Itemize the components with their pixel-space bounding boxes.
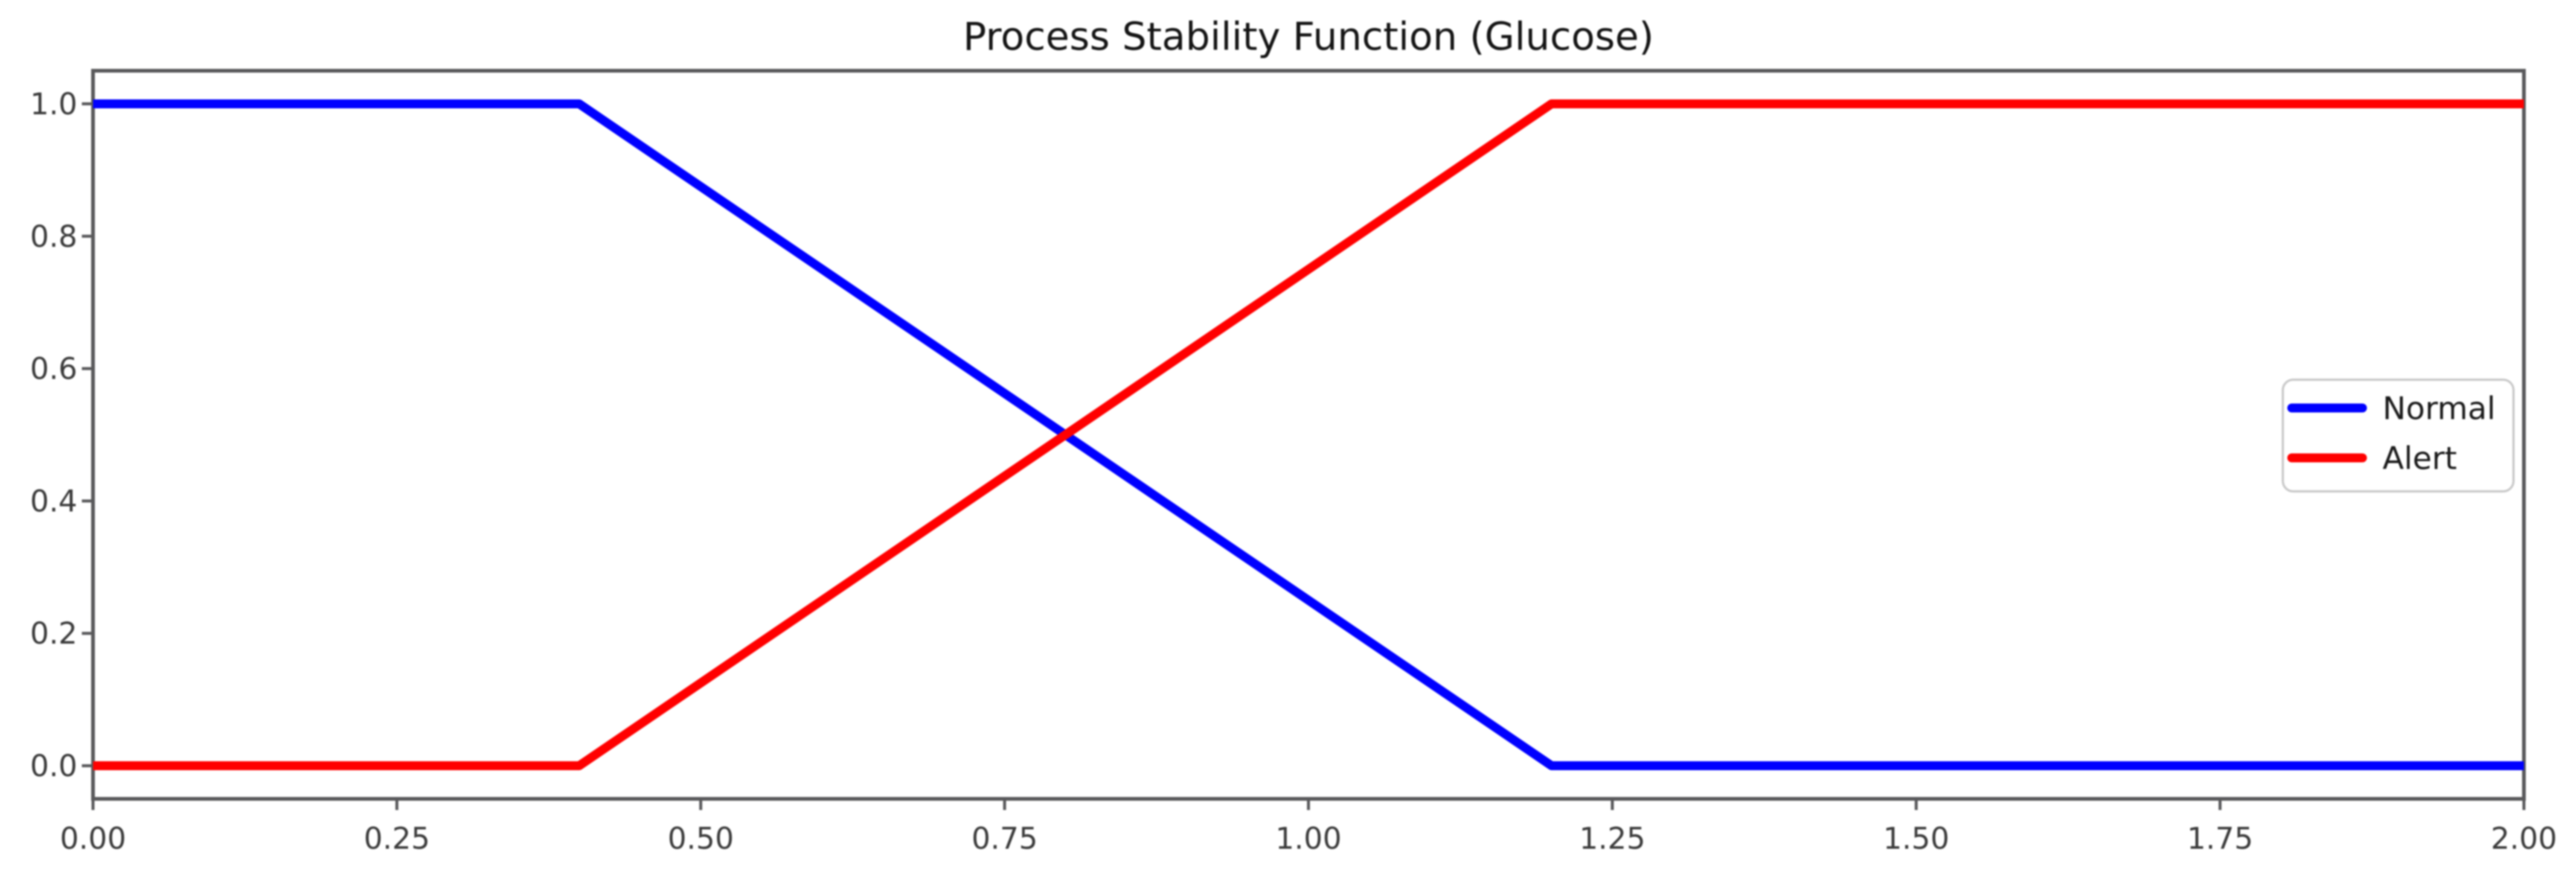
series-line-alert [93, 99, 2524, 771]
x-axis-tick-label: 1.25 [1579, 822, 1645, 856]
legend-label-normal: Normal [2383, 390, 2496, 427]
x-axis-tick-label: 1.00 [1275, 822, 1342, 856]
x-axis-tick-label: 0.25 [364, 822, 430, 856]
y-axis-tick-label: 1.0 [30, 87, 77, 121]
x-axis-tick-label: 2.00 [2490, 822, 2557, 856]
x-axis-tick-label: 0.75 [972, 822, 1038, 856]
y-axis-tick-label: 0.2 [30, 617, 77, 651]
x-axis-tick-label: 1.75 [2187, 822, 2253, 856]
chart-title: Process Stability Function (Glucose) [963, 15, 1654, 60]
y-axis-tick-label: 0.4 [30, 485, 77, 519]
x-axis-tick-label: 0.50 [667, 822, 734, 856]
y-axis-tick-label: 0.0 [30, 750, 77, 784]
legend: Normal Alert [2281, 378, 2515, 493]
x-axis-tick-label: 1.50 [1883, 822, 1949, 856]
y-axis-tick-label: 0.8 [30, 220, 77, 254]
y-axis-tick-label: 0.6 [30, 352, 77, 386]
axes-frame [91, 68, 2526, 801]
x-axis-tick-label: 0.00 [60, 822, 126, 856]
legend-label-alert: Alert [2383, 440, 2457, 476]
